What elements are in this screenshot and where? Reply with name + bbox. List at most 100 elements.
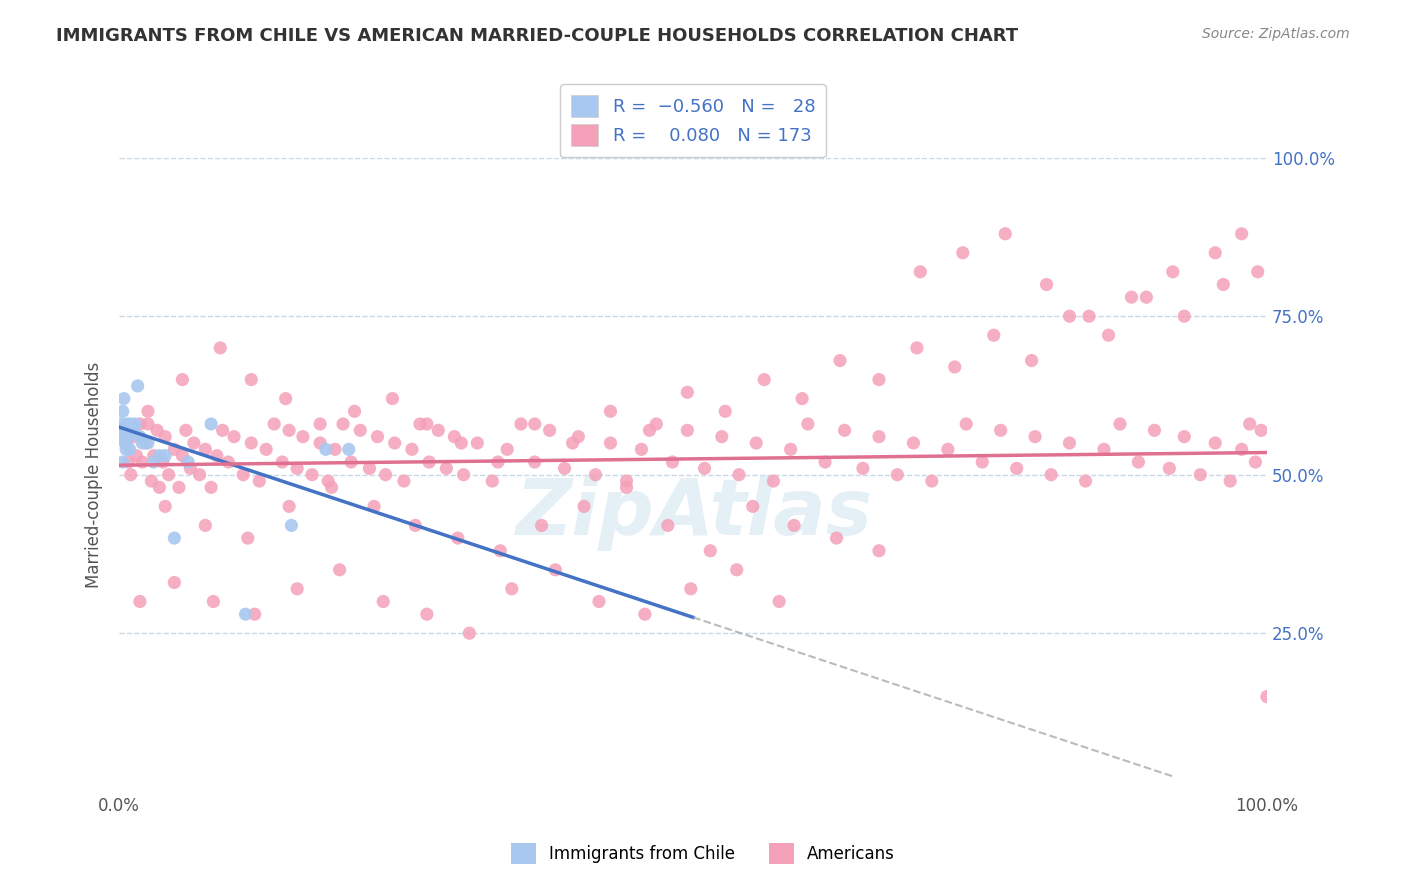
Point xyxy=(1247,265,1270,279)
Point xyxy=(657,518,679,533)
Point xyxy=(868,373,890,387)
Point xyxy=(194,518,217,533)
Point xyxy=(188,467,211,482)
Point xyxy=(754,373,776,387)
Point xyxy=(661,455,683,469)
Point xyxy=(115,442,138,457)
Point xyxy=(538,423,561,437)
Point xyxy=(544,563,567,577)
Point xyxy=(217,455,239,469)
Point xyxy=(131,455,153,469)
Point xyxy=(530,518,553,533)
Point xyxy=(1078,309,1101,323)
Point xyxy=(955,417,977,431)
Point xyxy=(120,417,142,431)
Point xyxy=(790,392,813,406)
Point xyxy=(274,392,297,406)
Point xyxy=(366,430,388,444)
Point xyxy=(554,461,576,475)
Point xyxy=(523,455,546,469)
Point xyxy=(990,423,1012,437)
Point xyxy=(585,467,607,482)
Point xyxy=(416,607,439,622)
Point xyxy=(561,436,583,450)
Point xyxy=(1204,436,1226,450)
Point xyxy=(200,480,222,494)
Point xyxy=(392,474,415,488)
Point xyxy=(1059,436,1081,450)
Point xyxy=(280,518,302,533)
Point xyxy=(153,500,176,514)
Point xyxy=(236,531,259,545)
Point xyxy=(157,467,180,482)
Point xyxy=(728,467,751,482)
Point xyxy=(285,461,308,475)
Point xyxy=(676,385,699,400)
Point xyxy=(1035,277,1057,292)
Point xyxy=(905,341,928,355)
Point xyxy=(247,474,270,488)
Point xyxy=(745,436,768,450)
Point xyxy=(638,423,661,437)
Point xyxy=(200,417,222,431)
Point xyxy=(834,423,856,437)
Point xyxy=(465,436,488,450)
Point xyxy=(163,575,186,590)
Point xyxy=(943,359,966,374)
Point xyxy=(501,582,523,596)
Point xyxy=(374,467,396,482)
Point xyxy=(910,265,932,279)
Point xyxy=(458,626,481,640)
Point xyxy=(202,594,225,608)
Point xyxy=(125,449,148,463)
Point xyxy=(447,531,470,545)
Point xyxy=(1024,430,1046,444)
Point xyxy=(481,474,503,488)
Point xyxy=(332,417,354,431)
Point xyxy=(359,461,381,475)
Point xyxy=(489,543,512,558)
Point xyxy=(645,417,668,431)
Point xyxy=(172,449,194,463)
Point xyxy=(725,563,748,577)
Point xyxy=(797,417,820,431)
Point xyxy=(209,341,232,355)
Legend: Immigrants from Chile, Americans: Immigrants from Chile, Americans xyxy=(505,837,901,871)
Point xyxy=(112,392,135,406)
Point xyxy=(427,423,450,437)
Point xyxy=(122,430,145,444)
Legend: R =  −0.560   N =   28, R =    0.080   N = 173: R = −0.560 N = 28, R = 0.080 N = 173 xyxy=(560,85,825,157)
Point xyxy=(146,423,169,437)
Point xyxy=(693,461,716,475)
Point xyxy=(1173,430,1195,444)
Point xyxy=(1109,417,1132,431)
Point xyxy=(1040,467,1063,482)
Point xyxy=(994,227,1017,241)
Point xyxy=(254,442,277,457)
Text: Source: ZipAtlas.com: Source: ZipAtlas.com xyxy=(1202,27,1350,41)
Point xyxy=(124,417,146,431)
Point xyxy=(921,474,943,488)
Point xyxy=(172,373,194,387)
Point xyxy=(110,417,132,431)
Point xyxy=(384,436,406,450)
Point xyxy=(148,449,170,463)
Point xyxy=(783,518,806,533)
Point xyxy=(401,442,423,457)
Point xyxy=(983,328,1005,343)
Point xyxy=(903,436,925,450)
Point xyxy=(630,442,652,457)
Point xyxy=(1212,277,1234,292)
Point xyxy=(117,430,139,444)
Point xyxy=(616,474,638,488)
Point xyxy=(110,430,132,444)
Point xyxy=(523,417,546,431)
Point xyxy=(768,594,790,608)
Point xyxy=(510,417,533,431)
Text: ZipAtlas: ZipAtlas xyxy=(515,475,872,550)
Point xyxy=(177,455,200,469)
Point xyxy=(205,449,228,463)
Point xyxy=(453,467,475,482)
Point xyxy=(142,449,165,463)
Point xyxy=(1250,423,1272,437)
